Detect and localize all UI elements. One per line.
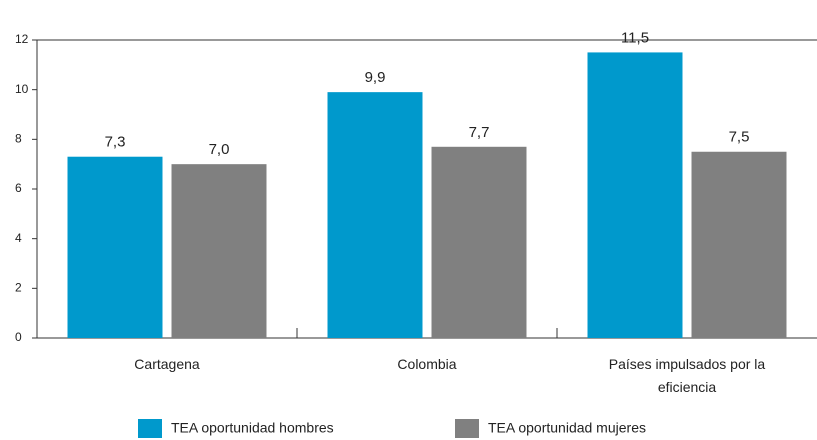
legend-swatch: [455, 419, 479, 438]
value-label: 7,3: [105, 134, 126, 151]
value-label: 7,0: [209, 141, 230, 158]
value-label: 11,5: [621, 29, 649, 46]
y-tick-label: 6: [15, 181, 22, 195]
legend-label: TEA oportunidad hombres: [171, 420, 334, 436]
y-tick-label: 2: [15, 281, 22, 295]
x-tick-label: Cartagena: [134, 356, 200, 372]
y-tick-label: 10: [15, 82, 29, 96]
value-label: 7,5: [729, 129, 750, 146]
y-tick-label: 12: [15, 32, 29, 46]
legend-label: TEA oportunidad mujeres: [488, 420, 646, 436]
y-tick-label: 4: [15, 231, 22, 245]
bar: [327, 92, 423, 339]
value-label: 9,9: [365, 69, 386, 86]
legend-swatch: [138, 419, 162, 438]
x-tick-label: Colombia: [397, 356, 457, 372]
bar: [587, 52, 683, 339]
bar: [67, 156, 163, 338]
value-label: 7,7: [469, 124, 490, 141]
x-tick-label: Países impulsados por la eficiencia: [608, 356, 766, 395]
bar: [691, 151, 787, 338]
bar: [431, 146, 527, 338]
y-tick-label: 8: [15, 132, 22, 146]
y-tick-label: 0: [15, 330, 22, 344]
bar: [171, 164, 267, 338]
